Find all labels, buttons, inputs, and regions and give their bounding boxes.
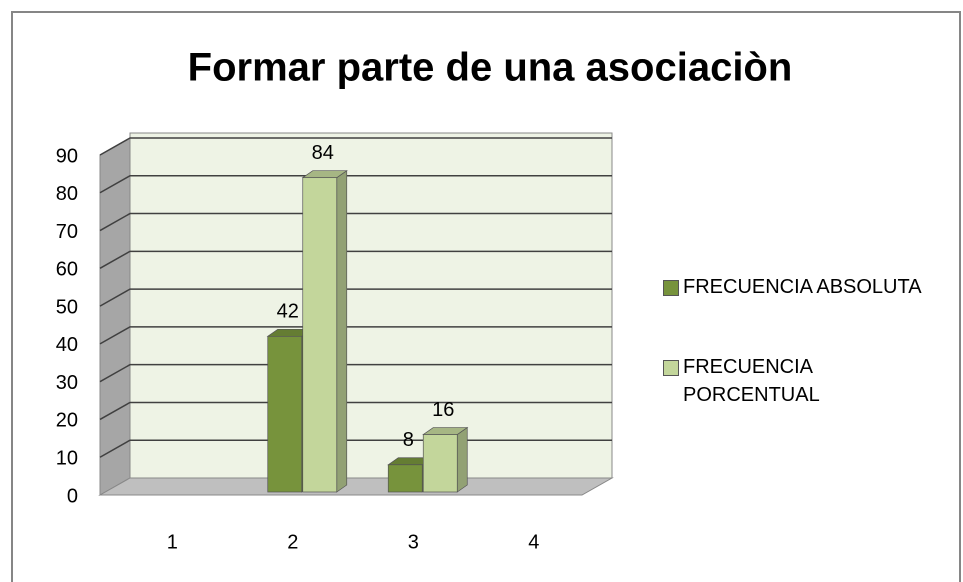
bar (422, 426, 469, 493)
x-tick-label: 3 (408, 531, 419, 553)
back-wall (129, 132, 613, 479)
y-tick-label: 40 (56, 334, 78, 356)
grid-line (99, 250, 612, 269)
data-label: 42 (277, 301, 299, 323)
legend-swatch (663, 360, 679, 376)
bar-front (387, 464, 423, 493)
grid-line (99, 288, 612, 307)
y-tick-label: 30 (56, 372, 78, 394)
y-tick-label: 90 (56, 145, 78, 167)
y-tick-label: 80 (56, 183, 78, 205)
grid-line (99, 326, 612, 345)
legend-label: FRECUENCIA PORCENTUAL (683, 356, 820, 406)
floor (98, 477, 614, 496)
data-label: 8 (403, 429, 414, 451)
y-tick-label: 20 (56, 410, 78, 432)
grid-line (99, 212, 612, 232)
data-label: 84 (312, 142, 334, 164)
y-tick-label: 50 (56, 296, 78, 318)
legend-label: FRECUENCIA ABSOLUTA (683, 276, 922, 298)
bar-front (267, 335, 303, 493)
grid-line (99, 363, 612, 383)
bar-front (302, 177, 338, 493)
y-tick-label: 70 (56, 221, 78, 243)
x-tick-label: 2 (287, 531, 298, 553)
x-tick-label: 4 (528, 531, 539, 553)
y-tick-label: 0 (67, 485, 78, 507)
bar (301, 169, 348, 493)
bar-side (336, 169, 348, 493)
chart-title: Formar parte de una asociaciòn (188, 46, 793, 90)
grid-line (99, 401, 612, 421)
side-wall (99, 137, 131, 496)
bar-front (422, 434, 458, 493)
grid-line (99, 137, 612, 156)
x-tick-label: 1 (167, 531, 178, 553)
y-tick-label: 60 (56, 259, 78, 281)
legend-swatch (663, 280, 679, 296)
bar-side (456, 426, 468, 493)
data-label: 16 (432, 399, 454, 421)
grid-line (99, 175, 612, 194)
y-tick-label: 10 (56, 448, 78, 470)
